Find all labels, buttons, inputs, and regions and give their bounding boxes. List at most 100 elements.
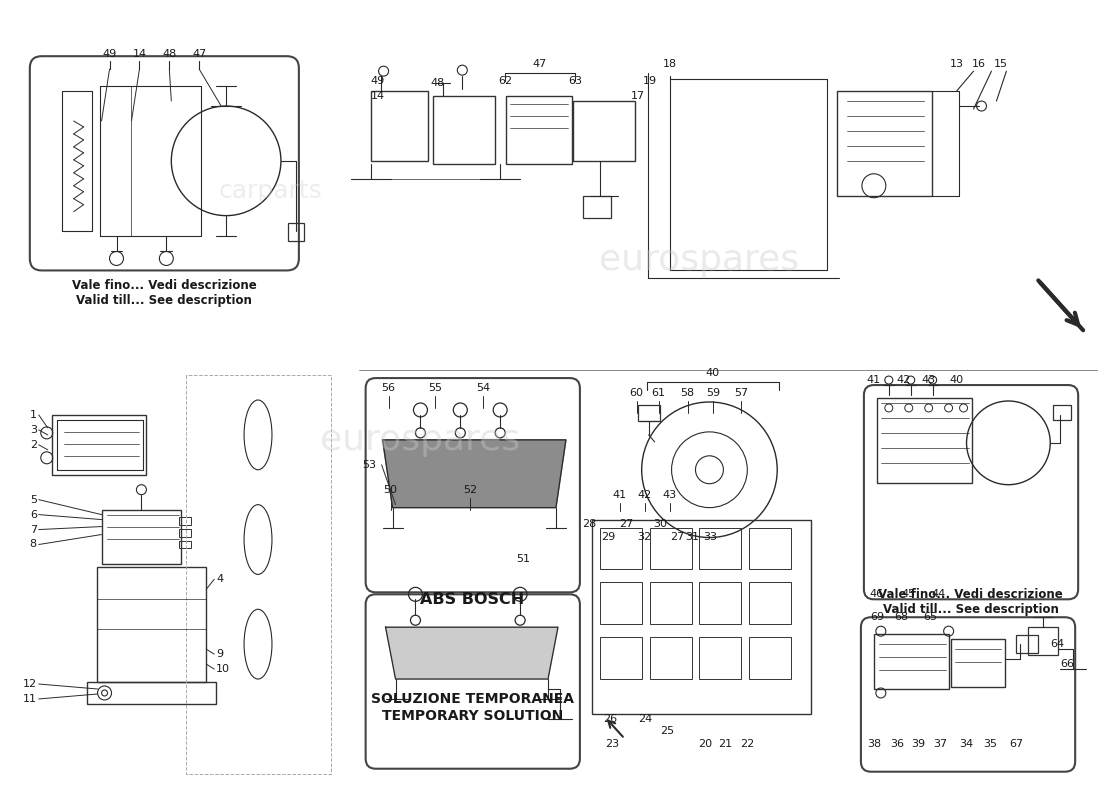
Text: 2: 2 — [30, 440, 36, 450]
Text: 58: 58 — [681, 388, 694, 398]
Text: 45: 45 — [902, 590, 916, 599]
Text: 12: 12 — [23, 679, 36, 689]
Text: 57: 57 — [735, 388, 748, 398]
Text: 26: 26 — [603, 714, 617, 724]
Text: 48: 48 — [430, 78, 444, 88]
Bar — [179, 517, 191, 525]
Text: 40: 40 — [705, 368, 719, 378]
Bar — [600, 637, 641, 679]
Text: 10: 10 — [217, 664, 230, 674]
Bar — [873, 634, 948, 689]
Text: 60: 60 — [629, 388, 644, 398]
Text: 39: 39 — [912, 739, 926, 749]
Bar — [749, 527, 791, 570]
Text: 4: 4 — [217, 574, 223, 584]
Text: 61: 61 — [651, 388, 666, 398]
Text: 15: 15 — [993, 59, 1008, 69]
Text: 28: 28 — [583, 518, 597, 529]
Text: 14: 14 — [132, 50, 146, 59]
Text: 35: 35 — [983, 739, 998, 749]
Bar — [749, 637, 791, 679]
Text: 63: 63 — [568, 76, 582, 86]
Text: 59: 59 — [706, 388, 721, 398]
Text: 17: 17 — [630, 91, 645, 101]
Polygon shape — [386, 627, 558, 679]
Text: 41: 41 — [867, 375, 881, 385]
Bar — [592, 519, 811, 714]
Text: 67: 67 — [1010, 739, 1023, 749]
Bar — [650, 582, 692, 624]
Text: SOLUZIONE TEMPORANEA: SOLUZIONE TEMPORANEA — [371, 692, 574, 706]
Text: 21: 21 — [718, 739, 733, 749]
Text: 48: 48 — [162, 50, 176, 59]
Text: 49: 49 — [102, 50, 117, 59]
Text: carparts: carparts — [219, 178, 322, 202]
Text: 13: 13 — [949, 59, 964, 69]
Text: 9: 9 — [217, 649, 223, 659]
Text: 5: 5 — [30, 494, 36, 505]
Bar — [179, 529, 191, 537]
Text: 11: 11 — [23, 694, 36, 704]
Bar — [52, 415, 146, 474]
Text: 34: 34 — [959, 739, 974, 749]
Text: 31: 31 — [685, 531, 700, 542]
Text: 38: 38 — [867, 739, 881, 749]
Text: 18: 18 — [662, 59, 676, 69]
Bar — [950, 639, 1005, 687]
Text: 47: 47 — [532, 59, 547, 69]
Text: 7: 7 — [30, 525, 36, 534]
Bar — [749, 582, 791, 624]
Text: 8: 8 — [30, 539, 36, 550]
Text: Vale fino... Vedi descrizione: Vale fino... Vedi descrizione — [72, 279, 256, 292]
Bar — [600, 582, 641, 624]
Bar — [700, 527, 741, 570]
Bar — [700, 637, 741, 679]
Bar — [583, 196, 610, 218]
Text: 66: 66 — [1060, 659, 1075, 669]
Bar — [179, 541, 191, 549]
Text: Vale fino... Vedi descrizione: Vale fino... Vedi descrizione — [878, 588, 1063, 601]
Text: 41: 41 — [613, 490, 627, 500]
Bar — [101, 510, 182, 565]
Polygon shape — [383, 440, 565, 508]
Text: 55: 55 — [428, 383, 442, 393]
Bar — [87, 682, 217, 704]
Text: 62: 62 — [498, 76, 513, 86]
Text: 6: 6 — [30, 510, 36, 520]
Text: 22: 22 — [740, 739, 755, 749]
Bar — [877, 398, 971, 482]
Text: 50: 50 — [384, 485, 397, 494]
Text: ABS BOSCH: ABS BOSCH — [420, 592, 525, 607]
Text: 46: 46 — [870, 590, 884, 599]
Text: 43: 43 — [662, 490, 676, 500]
Text: 32: 32 — [638, 531, 651, 542]
Text: TEMPORARY SOLUTION: TEMPORARY SOLUTION — [382, 709, 563, 723]
Bar — [700, 582, 741, 624]
Bar — [650, 637, 692, 679]
Text: 29: 29 — [602, 531, 616, 542]
Text: 42: 42 — [896, 375, 911, 385]
Text: 23: 23 — [605, 739, 619, 749]
Text: 43: 43 — [922, 375, 936, 385]
Text: 56: 56 — [382, 383, 396, 393]
Text: 3: 3 — [30, 425, 36, 435]
Bar — [638, 405, 660, 421]
Text: 49: 49 — [371, 76, 385, 86]
Text: 52: 52 — [463, 485, 477, 494]
Text: eurospares: eurospares — [600, 243, 800, 278]
Text: 40: 40 — [949, 375, 964, 385]
Text: 30: 30 — [653, 518, 668, 529]
Bar — [1028, 627, 1058, 655]
Text: 24: 24 — [638, 714, 652, 724]
Text: 20: 20 — [698, 739, 713, 749]
Text: 68: 68 — [894, 612, 909, 622]
Bar — [433, 96, 495, 164]
Text: 47: 47 — [192, 50, 207, 59]
Bar — [97, 567, 206, 682]
Bar — [288, 222, 304, 241]
Bar — [506, 96, 572, 164]
Text: 14: 14 — [371, 91, 385, 101]
Text: Valid till... See description: Valid till... See description — [76, 294, 252, 307]
Text: 65: 65 — [924, 612, 937, 622]
Text: eurospares: eurospares — [320, 423, 520, 457]
